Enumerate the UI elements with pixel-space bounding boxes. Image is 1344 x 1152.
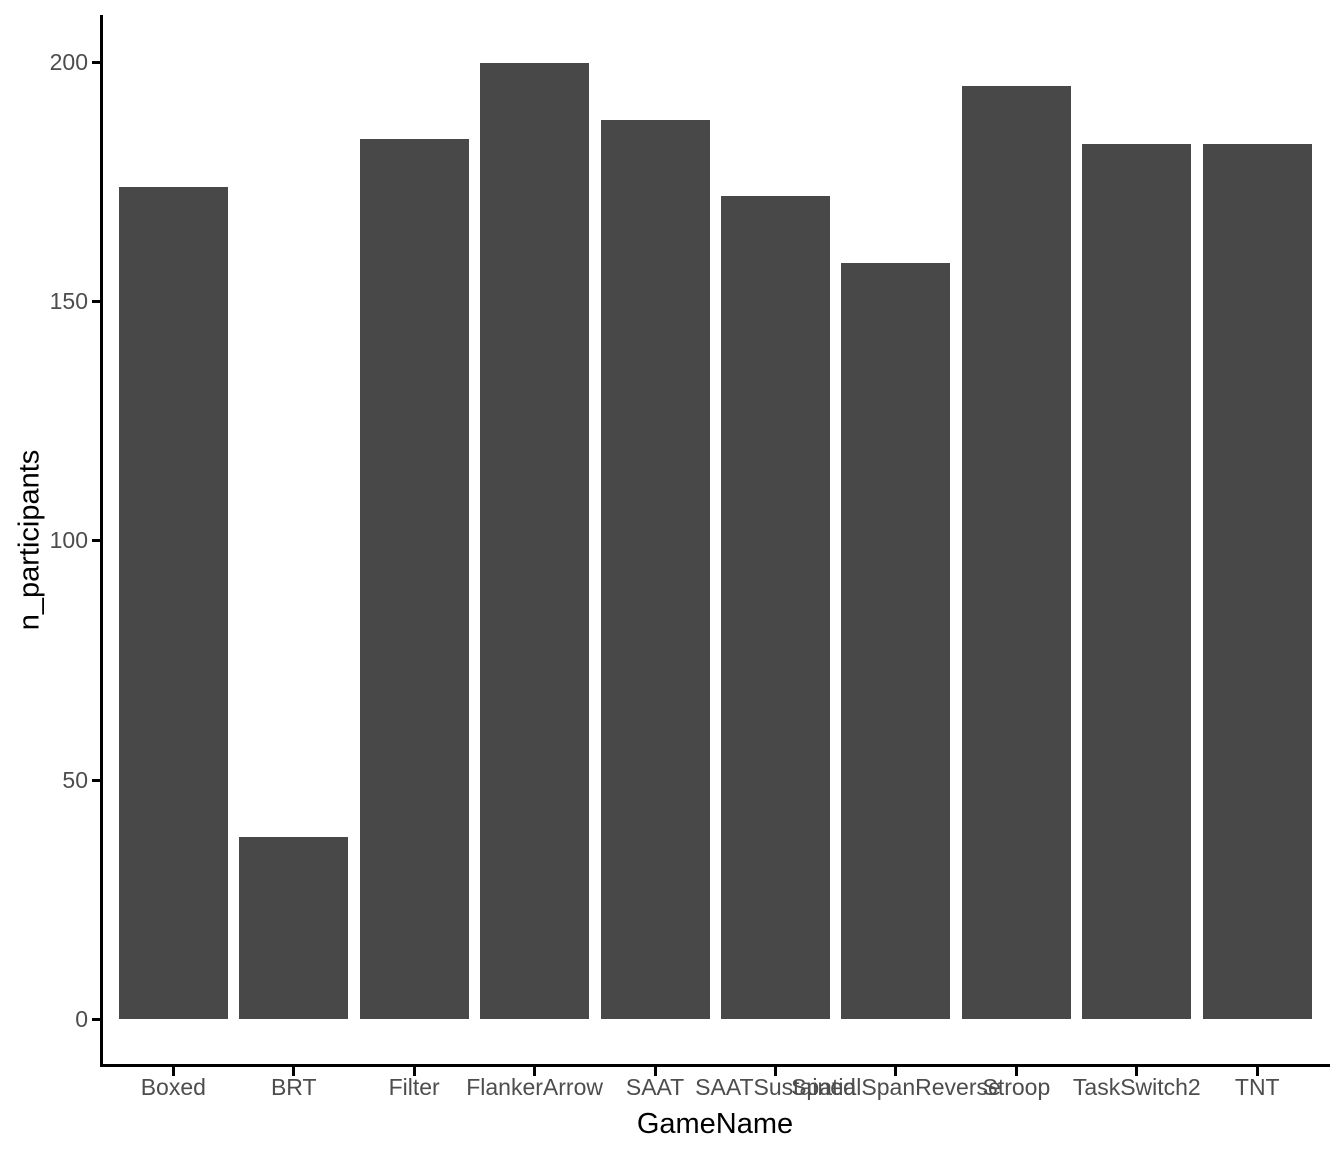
y-tick-label-0: 0 — [75, 1005, 88, 1032]
bar-Boxed — [118, 186, 228, 1019]
bar-FlankerArrow — [480, 62, 590, 1019]
x-axis-title: GameName — [636, 1108, 794, 1140]
bar-Stroop — [961, 86, 1071, 1019]
x-tick-TaskSwitch2 — [1135, 1067, 1139, 1076]
x-tick-label-BRT: BRT — [270, 1074, 317, 1100]
x-axis-line — [100, 1064, 1330, 1067]
x-tick-label-SpatialSpanReverse: SpatialSpanReverse — [791, 1074, 1001, 1100]
x-tick-SAATSustained — [774, 1067, 777, 1076]
x-tick-label-TNT: TNT — [1234, 1074, 1280, 1100]
bar-BRT — [239, 837, 349, 1019]
bar-SAATSustained — [721, 196, 830, 1019]
y-tick-label-150: 150 — [49, 288, 88, 315]
y-tick-label-50: 50 — [62, 766, 88, 793]
bar-SpatialSpanReverse — [841, 263, 951, 1019]
y-tick-150 — [92, 300, 101, 304]
y-tick-label-100: 100 — [49, 527, 88, 554]
x-tick-label-SAATSustained: SAATSustained — [695, 1074, 856, 1100]
y-axis-line — [100, 15, 103, 1067]
y-tick-50 — [92, 778, 101, 782]
x-tick-BRT — [292, 1067, 296, 1076]
x-tick-Filter — [412, 1067, 416, 1076]
x-tick-FlankerArrow — [533, 1067, 537, 1076]
bar-SAAT — [600, 119, 710, 1019]
y-tick-200 — [92, 61, 101, 65]
x-tick-label-TaskSwitch2: TaskSwitch2 — [1072, 1074, 1201, 1100]
x-tick-TNT — [1255, 1067, 1259, 1076]
x-tick-label-FlankerArrow: FlankerArrow — [466, 1074, 603, 1100]
x-tick-label-Boxed: Boxed — [140, 1074, 206, 1100]
y-tick-100 — [92, 539, 101, 543]
x-tick-label-Stroop: Stroop — [982, 1074, 1051, 1100]
bar-Filter — [359, 139, 469, 1019]
x-tick-Stroop — [1014, 1067, 1018, 1076]
y-tick-label-200: 200 — [49, 49, 88, 76]
bar-TaskSwitch2 — [1082, 143, 1192, 1019]
x-tick-Boxed — [171, 1067, 175, 1076]
y-axis-title: n_participants — [13, 449, 46, 631]
bar-TNT — [1202, 143, 1312, 1019]
x-tick-label-SAAT: SAAT — [625, 1074, 685, 1100]
x-tick-SAAT — [653, 1067, 657, 1076]
x-tick-SpatialSpanReverse — [894, 1067, 898, 1076]
y-tick-0 — [92, 1017, 101, 1021]
x-tick-label-Filter: Filter — [388, 1074, 440, 1100]
